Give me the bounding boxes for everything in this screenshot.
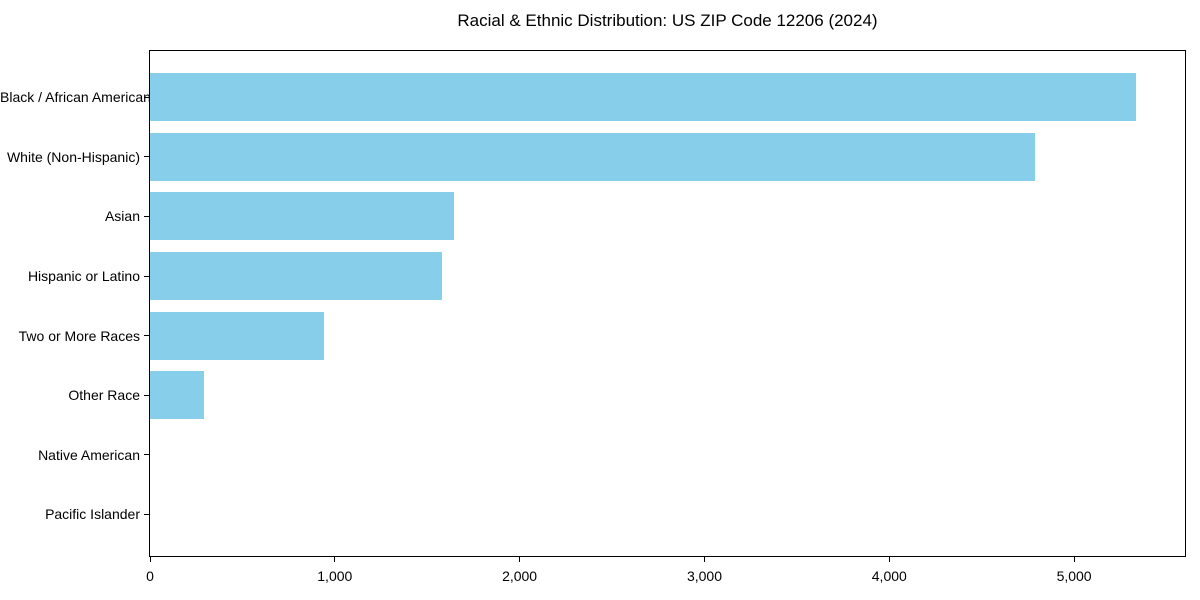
x-tick-label-3-000: 3,000 (686, 568, 723, 584)
bar-white-non-hispanic (150, 132, 1036, 181)
y-tick-label-asian: Asian (104, 208, 140, 225)
bar-black-african-american (150, 73, 1136, 122)
y-tick-label-pacific-islander: Pacific Islander (45, 506, 140, 523)
y-tick-label-other-race: Other Race (68, 387, 140, 404)
x-tick-mark (1073, 557, 1075, 562)
x-tick-mark (704, 557, 705, 562)
y-tick-label-native-american: Native American (38, 446, 140, 463)
x-tick-mark (519, 557, 521, 562)
y-tick-mark (144, 96, 149, 98)
x-tick-mark (149, 557, 151, 562)
y-tick-mark (144, 156, 149, 158)
y-tick-mark (144, 454, 149, 456)
chart-title: Racial & Ethnic Distribution: US ZIP Cod… (457, 11, 878, 30)
x-tick-label-5-000: 5,000 (1056, 568, 1092, 584)
plot-area (149, 50, 1186, 557)
y-tick-label-white-non-hispanic: White (Non-Hispanic) (6, 148, 140, 165)
y-tick-mark (144, 215, 149, 217)
x-tick-mark (334, 557, 336, 562)
bar-hispanic-or-latino (150, 251, 442, 300)
y-tick-mark (144, 394, 149, 396)
bar-asian (150, 192, 454, 241)
y-tick-label-black-african-american: Black / African American (0, 89, 151, 106)
y-tick-mark (144, 335, 149, 337)
x-tick-label-1-000: 1,000 (317, 568, 353, 584)
y-tick-mark (144, 513, 149, 515)
x-tick-label-4-000: 4,000 (871, 568, 907, 584)
bar-other-race (150, 371, 205, 420)
x-tick-label-2-000: 2,000 (502, 568, 538, 584)
y-tick-label-hispanic-or-latino: Hispanic or Latino (27, 268, 140, 284)
y-tick-label-two-or-more-races: Two or More Races (18, 327, 140, 344)
y-tick-mark (144, 275, 149, 277)
bar-two-or-more-races (150, 311, 324, 360)
x-tick-label-0: 0 (146, 568, 154, 584)
x-tick-mark (888, 557, 890, 562)
